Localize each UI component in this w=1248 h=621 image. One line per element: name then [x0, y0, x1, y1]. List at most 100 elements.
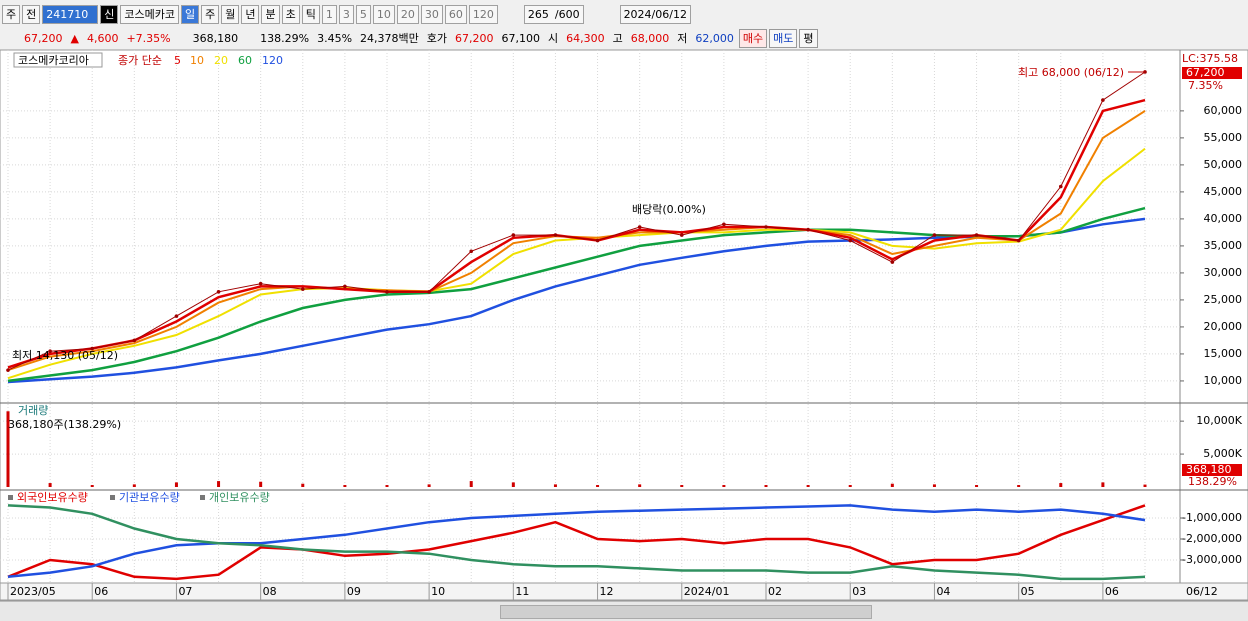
volume-bar: [680, 485, 684, 487]
volume-bar: [132, 484, 136, 487]
ma-line: [7, 147, 1146, 380]
toolbar-item[interactable]: 2024/06/12: [619, 4, 691, 24]
close-point: [806, 227, 810, 232]
scrollbar[interactable]: [0, 601, 1248, 621]
volume-bar: [1017, 485, 1021, 487]
volume-bar: [259, 481, 263, 487]
volume-bar: [722, 485, 726, 487]
legend-label: 종가 단순: [118, 54, 162, 67]
toolbar-item: 138.29%: [260, 31, 310, 45]
x-tick-label: 08: [263, 585, 277, 598]
toolbar-item[interactable]: 년: [241, 4, 260, 24]
x-tick-label: 2024/01: [684, 585, 730, 598]
legend-entry: 20: [214, 54, 228, 67]
volume-bar: [90, 485, 94, 487]
y-tick-label: 55,000: [1204, 131, 1243, 144]
close-point: [300, 287, 305, 291]
volume-bar: [301, 483, 305, 487]
close-point: [343, 284, 347, 289]
last-ratio: 138.29%: [1188, 475, 1237, 488]
close-line: [7, 71, 1146, 371]
quote-bar: 67,200 ▲ 4,600 +7.35% 368,180 138.29% 3.45% 24,…: [2, 28, 818, 48]
scroll-thumb[interactable]: [500, 605, 872, 619]
close-point: [469, 249, 474, 254]
x-axis-bg: [0, 582, 1248, 601]
volume-bar: [1143, 484, 1147, 487]
x-tick-label: 05: [1021, 585, 1035, 598]
annotation: 최고 68,000 (06/12): [1018, 66, 1124, 79]
close-point: [427, 290, 431, 294]
x-tick-label: 06: [1105, 585, 1119, 598]
legend-entry: 5: [174, 54, 181, 67]
legend-entry: 120: [262, 54, 283, 67]
legend-swatch: [110, 495, 115, 500]
toolbar-item: 62,000: [695, 31, 734, 45]
close-point: [722, 222, 726, 227]
x-tick-label: 09: [347, 585, 361, 598]
volume-bar: [6, 411, 10, 487]
close-point: [595, 238, 600, 243]
close-point: [174, 314, 179, 318]
volume-bar: [932, 484, 936, 487]
legend-entry: 60: [238, 54, 252, 67]
toolbar-item[interactable]: 30: [420, 4, 443, 24]
close-point: [6, 368, 10, 372]
x-tick-label: 10: [431, 585, 445, 598]
toolbar-item[interactable]: 주: [201, 4, 220, 24]
toolbar-item[interactable]: 5: [355, 4, 371, 24]
annotation: 배당락(0.00%): [632, 203, 706, 216]
volume-bar: [596, 485, 600, 487]
x-tick-label: 07: [178, 585, 192, 598]
volume-bar: [890, 483, 894, 487]
close-point: [890, 260, 895, 264]
ma-line: [7, 206, 1146, 383]
close-point: [553, 233, 558, 237]
holding-line: [7, 504, 1146, 581]
toolbar-item[interactable]: 초: [281, 4, 300, 24]
toolbar-item[interactable]: 신: [100, 4, 119, 24]
toolbar-item[interactable]: 코스메카코: [120, 4, 179, 24]
close-point: [637, 225, 642, 229]
toolbar-item: 저: [677, 31, 688, 45]
toolbar-item[interactable]: 265: [523, 4, 552, 24]
legend-swatch: [8, 495, 13, 500]
y-tick-label: 5,000K: [1203, 447, 1242, 460]
toolbar-item[interactable]: 10: [372, 4, 395, 24]
volume-bar: [469, 481, 473, 487]
y-tick-label: 60,000: [1204, 104, 1243, 117]
toolbar-item[interactable]: 전: [22, 4, 41, 24]
close-point: [385, 290, 389, 294]
toolbar-item[interactable]: 매도: [769, 28, 798, 48]
y-tick-label: 45,000: [1204, 185, 1243, 198]
x-tick-label: 04: [936, 585, 950, 598]
toolbar-item[interactable]: 120: [468, 4, 498, 24]
y-tick-label: 20,000: [1204, 320, 1243, 333]
x-tick-label: 11: [515, 585, 529, 598]
close-point: [679, 233, 684, 237]
toolbar-item[interactable]: 틱: [301, 4, 320, 24]
change-label: 7.35%: [1188, 79, 1223, 92]
volume-bar: [1059, 483, 1063, 487]
toolbar-item[interactable]: 20: [396, 4, 419, 24]
last-volume: 368,180: [1186, 463, 1232, 476]
toolbar-item[interactable]: 매수: [738, 28, 768, 48]
volume-bar: [764, 485, 768, 487]
close-point: [511, 233, 516, 237]
volume-bar: [975, 485, 979, 487]
toolbar-item[interactable]: 주: [2, 4, 21, 24]
toolbar-item[interactable]: 1: [321, 4, 337, 24]
volume-box: [1182, 464, 1242, 476]
toolbar-item[interactable]: 일: [180, 4, 200, 24]
toolbar-item[interactable]: 241710: [42, 4, 99, 24]
toolbar-item: 368,180: [192, 31, 239, 45]
toolbar-item[interactable]: 60: [444, 4, 467, 24]
y-tick-label: 30,000: [1204, 266, 1243, 279]
toolbar-item[interactable]: 분: [261, 4, 280, 24]
toolbar-item[interactable]: 월: [221, 4, 240, 24]
toolbar-item[interactable]: /600: [551, 4, 584, 24]
toolbar-item: +7.35%: [126, 31, 171, 45]
toolbar-item[interactable]: 평: [799, 28, 818, 48]
toolbar-item[interactable]: 3: [338, 4, 354, 24]
